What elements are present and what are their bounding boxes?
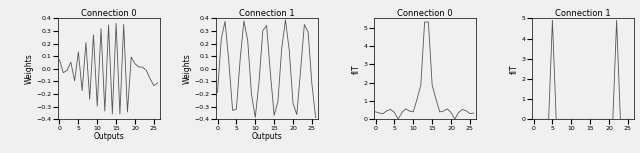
- X-axis label: Outputs: Outputs: [93, 132, 124, 141]
- Y-axis label: Weights: Weights: [182, 54, 191, 84]
- Y-axis label: fIT: fIT: [351, 64, 360, 74]
- Y-axis label: Weights: Weights: [24, 54, 33, 84]
- Title: Connection 1: Connection 1: [239, 9, 294, 18]
- X-axis label: Outputs: Outputs: [252, 132, 282, 141]
- Y-axis label: fIT: fIT: [509, 64, 518, 74]
- Title: Connection 1: Connection 1: [555, 9, 611, 18]
- Title: Connection 0: Connection 0: [81, 9, 136, 18]
- Title: Connection 0: Connection 0: [397, 9, 452, 18]
